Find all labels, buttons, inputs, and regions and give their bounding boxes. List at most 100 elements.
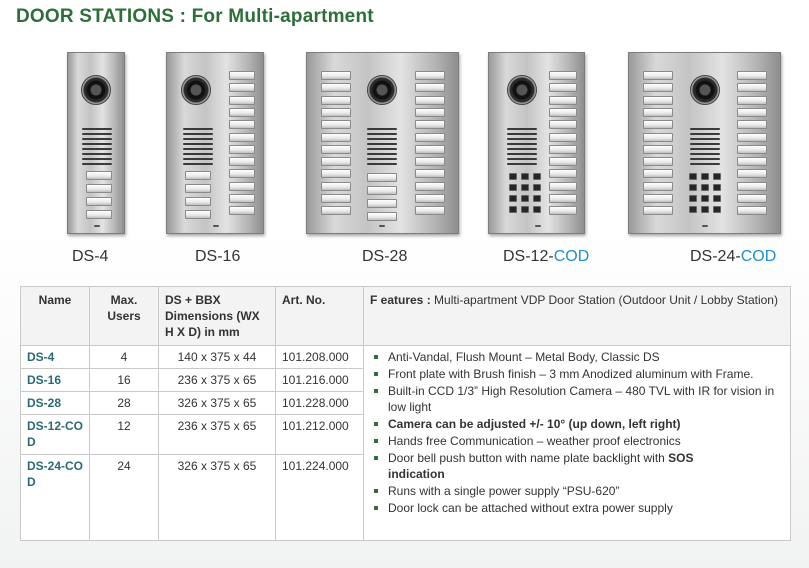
name-plate-button [643, 157, 673, 167]
camera-icon [367, 75, 397, 105]
feature-item: Camera can be adjusted +/- 10° (up down,… [372, 416, 784, 432]
keypad-key [509, 184, 517, 191]
name-plate-button [321, 206, 351, 216]
name-plate-button [229, 71, 255, 80]
name-plate-button [415, 95, 445, 105]
name-plate-button [185, 210, 211, 219]
keypad-key [521, 173, 529, 180]
speaker-grille [367, 128, 397, 168]
name-plate-button [549, 120, 577, 130]
name-plate-button [229, 169, 255, 179]
speaker-grille [690, 128, 720, 168]
feature-item: Front plate with Brush finish – 3 mm Ano… [372, 366, 784, 382]
name-plate-button [229, 83, 255, 93]
name-plate-button [367, 212, 397, 221]
model-label-ds-28: DS-28 [362, 248, 408, 265]
row-users: 12 [89, 414, 159, 455]
row-art: 101.216.000 [275, 368, 364, 392]
name-plate-button [321, 169, 351, 179]
door-station-image [166, 52, 264, 234]
keypad-key [689, 206, 697, 213]
name-plate-button [185, 171, 211, 180]
name-plate-button [415, 181, 445, 191]
table-row: DS-16 16 236 x 375 x 65 101.216.000 [20, 368, 791, 392]
feature-item: Door bell push button with name plate ba… [372, 450, 784, 482]
name-plate-button [415, 169, 445, 179]
name-plate-button [415, 194, 445, 203]
name-plate-button [737, 71, 767, 80]
name-plate-button [737, 95, 767, 105]
door-station-image [67, 52, 125, 234]
keypad-key [509, 206, 517, 213]
row-art: 101.212.000 [275, 414, 364, 455]
feature-item: Anti-Vandal, Flush Mount – Metal Body, C… [372, 349, 784, 365]
keypad-key [713, 184, 721, 191]
name-plate-button [549, 132, 577, 142]
keypad-key [689, 184, 697, 191]
features-cell: Anti-Vandal, Flush Mount – Metal Body, C… [363, 345, 791, 541]
table-row: DS-28 28 326 x 375 x 65 101.228.000 [20, 391, 791, 415]
name-plate-button [321, 157, 351, 167]
name-plate-button [737, 107, 767, 117]
name-plate-button [643, 120, 673, 130]
camera-icon [690, 75, 720, 105]
name-plate-button [549, 169, 577, 179]
keypad-key [701, 184, 709, 191]
name-plate-button [415, 157, 445, 167]
keypad-key [689, 195, 697, 202]
name-plate-button [549, 194, 577, 203]
row-users: 4 [89, 345, 159, 369]
name-plate-button [737, 206, 767, 216]
name-plate-button [229, 194, 255, 203]
name-plate-button [415, 132, 445, 142]
name-plate-button [321, 144, 351, 154]
keypad-key [701, 173, 709, 180]
name-plate-button [415, 144, 445, 154]
name-plate-button [185, 197, 211, 206]
name-plate-button [549, 107, 577, 117]
name-plate-button [321, 132, 351, 142]
keypad-key [533, 206, 541, 213]
row-name: DS-24-COD [20, 454, 90, 541]
door-station-image [306, 52, 459, 234]
name-plate-button [415, 107, 445, 117]
name-plate-button [321, 95, 351, 105]
table-row: DS-4 4 140 x 375 x 44 101.208.000 Anti-V… [20, 345, 791, 541]
header-name: Name [20, 286, 90, 346]
name-plate-button [643, 83, 673, 93]
page-title: DOOR STATIONS : For Multi-apartment [16, 6, 374, 27]
name-plate-button [643, 144, 673, 154]
keypad-key [689, 173, 697, 180]
name-plate-button [643, 206, 673, 216]
name-plate-button [737, 120, 767, 130]
keypad-key [521, 184, 529, 191]
model-label-ds-24-cod: DS-24-COD [690, 248, 777, 265]
model-label-ds-12-cod: DS-12-COD [503, 248, 590, 265]
name-plate-button [321, 194, 351, 203]
feature-item: Built-in CCD 1/3” High Resolution Camera… [372, 383, 784, 415]
feature-item: Hands free Communication – weather proof… [372, 433, 784, 449]
name-plate-button [367, 186, 397, 195]
row-art: 101.224.000 [275, 454, 364, 541]
row-art: 101.228.000 [275, 391, 364, 415]
name-plate-button [367, 173, 397, 182]
speaker-grille [82, 128, 112, 168]
name-plate-button [229, 181, 255, 191]
header-max-users: Max. Users [89, 286, 159, 346]
name-plate-button [229, 95, 255, 105]
name-plate-button [737, 144, 767, 154]
model-label-ds-4: DS-4 [72, 248, 109, 265]
keypad-key [521, 206, 529, 213]
row-users: 16 [89, 368, 159, 392]
camera-icon [507, 75, 537, 105]
name-plate-button [549, 83, 577, 93]
spec-table: Name Max. Users DS + BBX Dimensions (WX … [20, 286, 791, 541]
door-station-image [628, 52, 781, 234]
row-dims: 236 x 375 x 65 [158, 368, 276, 392]
features-list: Anti-Vandal, Flush Mount – Metal Body, C… [372, 349, 784, 516]
name-plate-button [321, 120, 351, 130]
camera-icon [181, 75, 211, 105]
name-plate-button [737, 132, 767, 142]
row-dims: 140 x 375 x 44 [158, 345, 276, 369]
name-plate-button [229, 120, 255, 130]
